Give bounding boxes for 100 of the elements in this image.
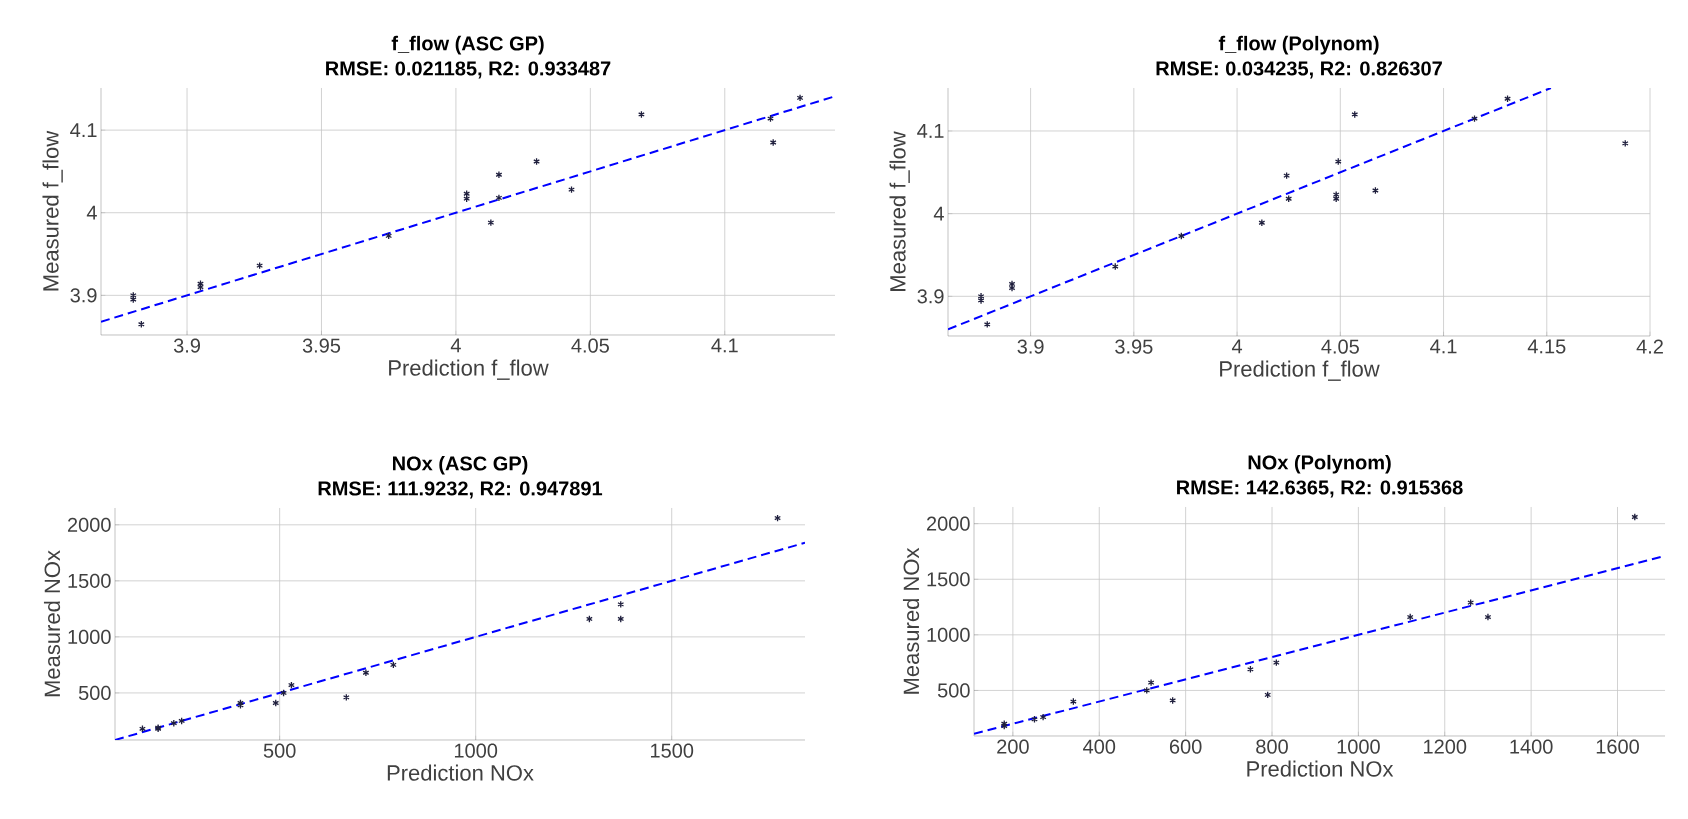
point bbox=[1504, 94, 1511, 103]
point bbox=[1000, 722, 1008, 730]
y-tick-label: 2000 bbox=[926, 516, 970, 531]
y-tick-label: 4 bbox=[933, 206, 944, 221]
y-tick-label: 3.9 bbox=[917, 289, 944, 304]
point bbox=[487, 218, 495, 227]
point bbox=[1631, 513, 1639, 521]
point bbox=[288, 681, 295, 689]
point bbox=[1246, 665, 1254, 674]
x-tick-label: 4.1 bbox=[1430, 339, 1457, 354]
point bbox=[1371, 186, 1379, 195]
x-axis-title: Prediction NOx bbox=[1247, 760, 1394, 777]
x-tick-label: 600 bbox=[1169, 739, 1202, 754]
y-tick-label: 1500 bbox=[927, 572, 970, 587]
x-tick-label: 4.2 bbox=[1636, 339, 1663, 354]
y-axis-title: Measured NOx bbox=[43, 550, 61, 697]
point bbox=[638, 110, 645, 119]
point bbox=[362, 668, 370, 677]
point bbox=[977, 296, 985, 305]
y-tick-label: 1000 bbox=[68, 629, 111, 644]
y-tick-label: 500 bbox=[78, 685, 111, 700]
point bbox=[1334, 157, 1342, 166]
x-tick-label: 500 bbox=[263, 743, 296, 758]
x-tick-label: 4 bbox=[1231, 339, 1243, 354]
point bbox=[617, 615, 625, 623]
x-tick-label: 4 bbox=[450, 338, 461, 353]
x-tick-label: 1000 bbox=[1337, 739, 1380, 754]
point bbox=[139, 724, 146, 733]
y-tick-label: 3.9 bbox=[70, 288, 97, 303]
point bbox=[1143, 686, 1151, 695]
point bbox=[495, 170, 503, 179]
point bbox=[585, 615, 593, 623]
point bbox=[1008, 280, 1016, 288]
point bbox=[1283, 171, 1291, 180]
point bbox=[137, 320, 145, 329]
point bbox=[1039, 713, 1047, 721]
x-tick-label: 1500 bbox=[650, 743, 694, 758]
point bbox=[170, 719, 178, 728]
point bbox=[178, 717, 186, 725]
y-tick-label: 4.1 bbox=[70, 123, 97, 137]
point bbox=[280, 689, 287, 697]
x-tick-label: 4.05 bbox=[571, 338, 609, 353]
point bbox=[1471, 114, 1478, 123]
x-tick-label: 3.9 bbox=[173, 338, 200, 353]
x-tick-label: 1400 bbox=[1510, 739, 1553, 754]
y-axis-title: Measured f_flow bbox=[42, 130, 63, 291]
x-tick-label: 4.15 bbox=[1527, 339, 1566, 354]
point bbox=[1258, 218, 1266, 227]
y-tick-label: 4 bbox=[86, 205, 97, 220]
point bbox=[1272, 658, 1280, 667]
y-tick-label: 1000 bbox=[927, 627, 970, 642]
x-tick-label: 3.95 bbox=[1115, 339, 1153, 354]
point bbox=[1351, 110, 1359, 119]
chart-title: f_flow (ASC GP) bbox=[391, 35, 544, 55]
y-tick-label: 1500 bbox=[68, 573, 111, 588]
point bbox=[1008, 284, 1016, 292]
chart-title: NOx (Polynom) bbox=[1248, 454, 1391, 474]
point bbox=[1467, 598, 1475, 607]
point bbox=[767, 114, 774, 123]
point bbox=[1147, 678, 1155, 687]
point bbox=[256, 261, 264, 270]
point bbox=[769, 138, 777, 147]
point bbox=[774, 514, 781, 522]
x-tick-label: 3.95 bbox=[302, 338, 341, 353]
point bbox=[1111, 262, 1119, 271]
chart-subtitle: RMSE: 0.034235, R2: 0.826307 bbox=[1156, 61, 1442, 79]
point bbox=[237, 699, 244, 707]
x-axis-title: Prediction NOx bbox=[387, 764, 534, 781]
point bbox=[1332, 190, 1340, 199]
point bbox=[1484, 613, 1492, 621]
point bbox=[385, 232, 393, 240]
chart-title: NOx (ASC GP) bbox=[393, 455, 528, 475]
point bbox=[533, 157, 540, 166]
x-tick-label: 200 bbox=[997, 739, 1029, 754]
chart-title: f_flow (Polynom) bbox=[1218, 35, 1379, 55]
x-axis-title: Prediction f_flow bbox=[389, 359, 549, 380]
point bbox=[495, 194, 503, 202]
point bbox=[129, 295, 137, 304]
x-tick-label: 4.1 bbox=[711, 338, 738, 353]
point bbox=[1621, 139, 1629, 148]
point bbox=[389, 661, 397, 669]
point bbox=[1031, 715, 1038, 724]
chart-subtitle: RMSE: 142.6365, R2: 0.915368 bbox=[1177, 480, 1463, 498]
point bbox=[1069, 697, 1077, 706]
point bbox=[1264, 691, 1272, 699]
y-axis-title: Measured NOx bbox=[902, 547, 920, 694]
y-axis-title: Measured f_flow bbox=[889, 131, 910, 291]
chart-subtitle: RMSE: 111.9232, R2: 0.947891 bbox=[318, 481, 603, 499]
point bbox=[1285, 194, 1293, 203]
point bbox=[796, 94, 804, 102]
x-tick-label: 1200 bbox=[1424, 739, 1467, 754]
x-tick-label: 1000 bbox=[454, 743, 498, 758]
point bbox=[272, 699, 280, 707]
x-tick-label: 400 bbox=[1083, 739, 1116, 754]
x-tick-label: 800 bbox=[1256, 739, 1288, 754]
point bbox=[983, 320, 991, 329]
y-tick-label: 4.1 bbox=[917, 124, 944, 138]
point bbox=[342, 693, 350, 702]
x-axis-title: Prediction f_flow bbox=[1220, 360, 1380, 381]
x-tick-label: 1600 bbox=[1596, 739, 1639, 754]
